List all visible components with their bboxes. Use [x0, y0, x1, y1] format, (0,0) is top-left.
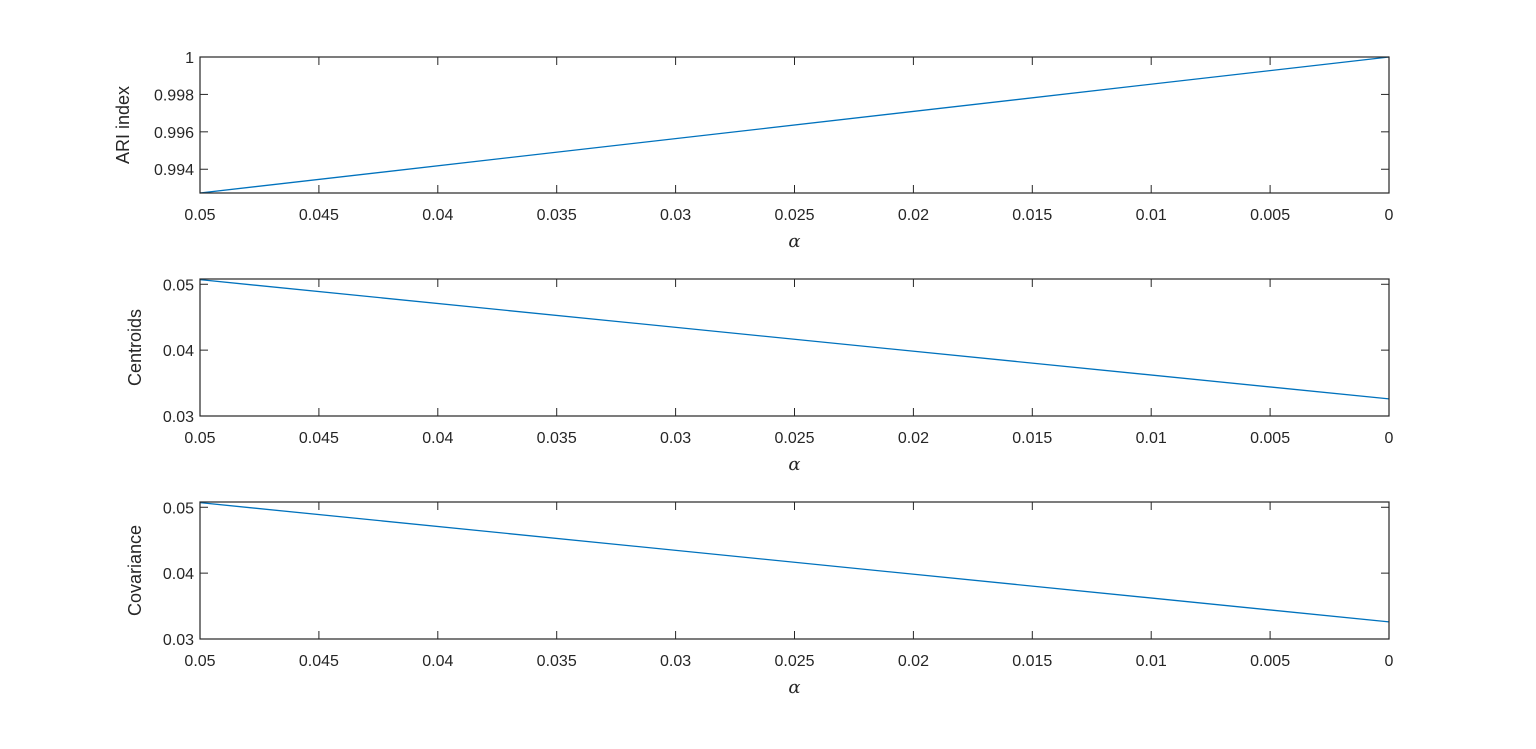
- x-tick-label: 0.015: [1012, 653, 1052, 670]
- x-axis-label: α: [788, 231, 800, 252]
- y-axis-label: ARI index: [113, 86, 133, 164]
- y-tick-label: 0.03: [163, 632, 194, 649]
- x-tick-label: 0.005: [1250, 207, 1290, 224]
- x-tick-label: 0.01: [1136, 653, 1167, 670]
- x-axis-label: α: [788, 677, 800, 698]
- y-tick-label: 1: [185, 50, 194, 67]
- x-tick-label: 0.01: [1136, 430, 1167, 447]
- y-axis-label: Centroids: [125, 309, 145, 386]
- subplot-covariance: 0.05 0.045 0.04 0.035 0.03 0.025 0.02 0.015 0.01…: [125, 500, 1394, 698]
- x-tick-label: 0.005: [1250, 653, 1290, 670]
- x-tick-label: 0.05: [184, 653, 215, 670]
- x-tick-label: 0.04: [422, 653, 453, 670]
- x-tick-label: 0.01: [1136, 207, 1167, 224]
- axes-box: [199, 278, 1390, 417]
- x-tick-label: 0.03: [660, 653, 691, 670]
- x-tick-label: 0.03: [660, 207, 691, 224]
- x-tick-label: 0.05: [184, 430, 215, 447]
- y-tick-label: 0.04: [163, 343, 194, 360]
- axes-box: [199, 501, 1390, 640]
- x-axis-label: α: [788, 454, 800, 475]
- y-tick-label: 0.04: [163, 566, 194, 583]
- x-tick-label: 0.02: [898, 207, 929, 224]
- x-tick-label: 0.015: [1012, 207, 1052, 224]
- y-tick-label: 0.03: [163, 409, 194, 426]
- x-tick-label: 0.025: [774, 207, 814, 224]
- x-tick-label: 0.02: [898, 430, 929, 447]
- x-tick-label: 0.045: [299, 653, 339, 670]
- x-tick-label: 0.005: [1250, 430, 1290, 447]
- x-tick-label: 0.045: [299, 207, 339, 224]
- x-tick-label: 0.04: [422, 207, 453, 224]
- data-line: [199, 502, 1390, 623]
- x-tick-label: 0: [1385, 653, 1394, 670]
- x-tick-label: 0: [1385, 207, 1394, 224]
- x-tick-label: 0.025: [774, 430, 814, 447]
- x-tick-label: 0.03: [660, 430, 691, 447]
- x-tick-label: 0.035: [537, 207, 577, 224]
- data-line: [199, 56, 1390, 194]
- y-tick-label: 0.05: [163, 277, 194, 294]
- x-tick-label: 0.015: [1012, 430, 1052, 447]
- subplot-ari-index: 0.05 0.045 0.04 0.035 0.03 0.025 0.02 0.015 0.01…: [113, 50, 1394, 252]
- subplot-centroids: 0.05 0.045 0.04 0.035 0.03 0.025 0.02 0.015 0.01…: [125, 277, 1394, 475]
- x-tick-label: 0.04: [422, 430, 453, 447]
- x-tick-label: 0: [1385, 430, 1394, 447]
- data-line: [199, 279, 1390, 400]
- x-tick-label: 0.05: [184, 207, 215, 224]
- x-tick-label: 0.035: [537, 653, 577, 670]
- y-tick-label: 0.994: [154, 162, 194, 179]
- x-tick-label: 0.045: [299, 430, 339, 447]
- y-tick-label: 0.998: [154, 87, 194, 104]
- y-tick-label: 0.05: [163, 500, 194, 517]
- x-tick-label: 0.035: [537, 430, 577, 447]
- x-tick-label: 0.02: [898, 653, 929, 670]
- y-axis-label: Covariance: [125, 525, 145, 616]
- y-tick-label: 0.996: [154, 125, 194, 142]
- x-tick-label: 0.025: [774, 653, 814, 670]
